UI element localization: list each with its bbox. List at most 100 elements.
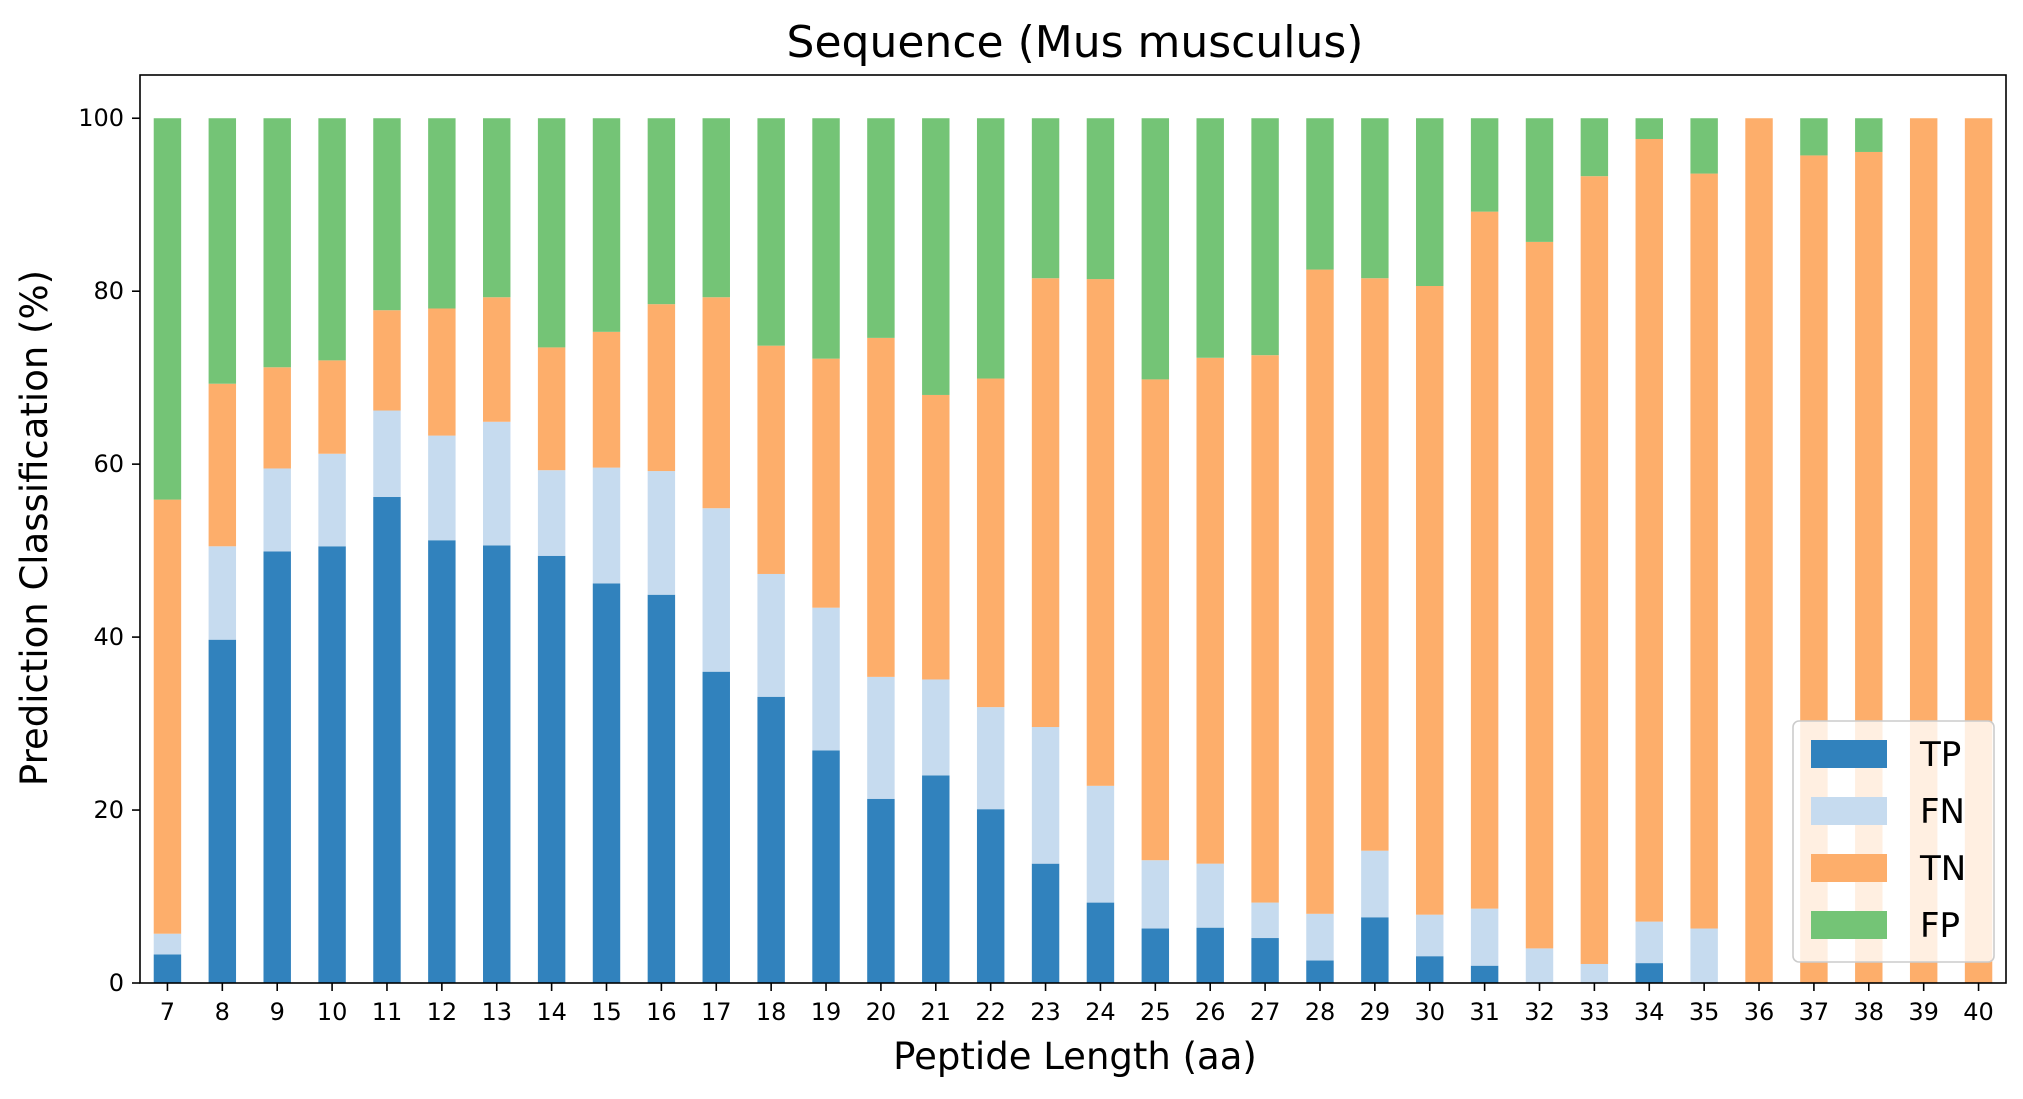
- x-tick-label-36: 36: [1744, 998, 1775, 1026]
- x-tick-label-14: 14: [536, 998, 567, 1026]
- x-tick-label-30: 30: [1414, 998, 1445, 1026]
- bar-fp-26: [1196, 118, 1224, 358]
- bar-tp-23: [1031, 863, 1060, 983]
- bar-fn-19: [812, 607, 840, 751]
- bar-tn-17: [702, 297, 730, 509]
- bar-tp-19: [812, 750, 840, 983]
- bar-tp-9: [263, 551, 291, 983]
- bar-fp-28: [1306, 118, 1334, 270]
- bar-fp-23: [1031, 118, 1060, 279]
- bar-tn-13: [483, 297, 511, 422]
- x-tick-label-15: 15: [591, 998, 622, 1026]
- bar-fn-35: [1690, 928, 1718, 983]
- y-tick-label-80: 80: [93, 277, 124, 305]
- bar-tp-18: [757, 696, 785, 983]
- legend-label-tp: TP: [1919, 735, 1961, 775]
- x-tick-label-38: 38: [1854, 998, 1885, 1026]
- x-tick-label-17: 17: [701, 998, 732, 1026]
- bar-fn-8: [208, 546, 237, 640]
- bar-fn-16: [647, 471, 676, 595]
- x-tick-label-33: 33: [1579, 998, 1610, 1026]
- bar-fp-17: [702, 118, 730, 298]
- chart-title: Sequence (Mus musculus): [787, 17, 1364, 68]
- bar-fp-31: [1470, 118, 1499, 212]
- bar-fp-32: [1525, 118, 1554, 242]
- x-tick-label-18: 18: [756, 998, 787, 1026]
- bar-tp-27: [1251, 938, 1279, 983]
- bar-tn-25: [1141, 379, 1170, 861]
- bar-fn-32: [1525, 948, 1554, 983]
- bar-fn-18: [757, 573, 785, 697]
- bar-fn-22: [976, 707, 1005, 810]
- bar-fn-33: [1580, 963, 1609, 983]
- y-tick-label-100: 100: [78, 104, 124, 132]
- bar-tn-29: [1361, 278, 1389, 851]
- bar-tn-20: [867, 337, 895, 677]
- bar-fp-37: [1800, 118, 1828, 156]
- x-tick-label-27: 27: [1250, 998, 1281, 1026]
- bar-tn-7: [153, 499, 182, 934]
- bar-tp-7: [153, 954, 182, 983]
- y-tick-label-60: 60: [93, 450, 124, 478]
- x-tick-label-23: 23: [1030, 998, 1061, 1026]
- bar-fn-15: [592, 467, 621, 584]
- y-axis-title: Prediction Classification (%): [13, 270, 56, 786]
- legend-box: [1792, 720, 1995, 963]
- bar-fp-15: [592, 118, 621, 332]
- bar-fp-14: [537, 118, 566, 348]
- bar-fp-7: [153, 118, 182, 500]
- bar-tn-27: [1251, 355, 1279, 903]
- x-tick-label-22: 22: [975, 998, 1006, 1026]
- bar-tn-34: [1635, 138, 1663, 922]
- bar-fp-11: [373, 118, 401, 311]
- bar-fp-34: [1635, 118, 1663, 139]
- x-tick-label-24: 24: [1085, 998, 1116, 1026]
- bar-tn-21: [922, 394, 950, 680]
- x-tick-label-9: 9: [270, 998, 285, 1026]
- bar-fn-21: [922, 679, 950, 776]
- bar-tp-30: [1416, 956, 1444, 983]
- x-tick-label-7: 7: [160, 998, 175, 1026]
- bar-tn-35: [1690, 173, 1718, 929]
- legend-swatch-tp: [1811, 740, 1887, 768]
- bar-tn-19: [812, 358, 840, 608]
- bar-tn-26: [1196, 357, 1224, 864]
- bar-tp-25: [1141, 928, 1170, 983]
- bar-tp-11: [373, 497, 401, 983]
- legend: TP FN TN FP: [1792, 720, 1995, 963]
- bar-tp-31: [1470, 965, 1499, 983]
- bar-tn-10: [318, 360, 346, 454]
- bar-tp-8: [208, 639, 237, 983]
- bar-fp-12: [428, 118, 456, 309]
- bar-tp-22: [976, 809, 1005, 983]
- bar-fn-14: [537, 470, 566, 556]
- bar-tn-16: [647, 304, 676, 472]
- bar-tn-31: [1470, 211, 1499, 909]
- bar-tp-17: [702, 671, 730, 983]
- bar-tn-22: [976, 378, 1005, 708]
- y-tick-label-20: 20: [93, 796, 124, 824]
- bar-fn-17: [702, 508, 730, 672]
- bar-tp-21: [922, 775, 950, 983]
- bar-tn-32: [1525, 241, 1554, 949]
- bar-tn-15: [592, 331, 621, 468]
- bar-fn-12: [428, 435, 456, 541]
- bar-tn-24: [1086, 279, 1115, 786]
- x-tick-label-34: 34: [1634, 998, 1665, 1026]
- bar-tp-29: [1361, 917, 1389, 983]
- bar-tp-12: [428, 540, 456, 983]
- bar-fn-11: [373, 410, 401, 498]
- bar-tn-8: [208, 383, 237, 547]
- bar-fp-30: [1416, 118, 1444, 287]
- bar-fn-28: [1306, 913, 1334, 961]
- x-tick-label-32: 32: [1524, 998, 1555, 1026]
- legend-swatch-tn: [1811, 854, 1887, 882]
- x-tick-label-28: 28: [1305, 998, 1336, 1026]
- bar-tn-28: [1306, 269, 1334, 914]
- bar-fp-10: [318, 118, 346, 361]
- x-tick-label-20: 20: [866, 998, 897, 1026]
- bar-fn-25: [1141, 860, 1170, 929]
- bars-layer: [153, 118, 1993, 984]
- legend-label-fp: FP: [1920, 906, 1960, 946]
- bar-tp-14: [537, 555, 566, 983]
